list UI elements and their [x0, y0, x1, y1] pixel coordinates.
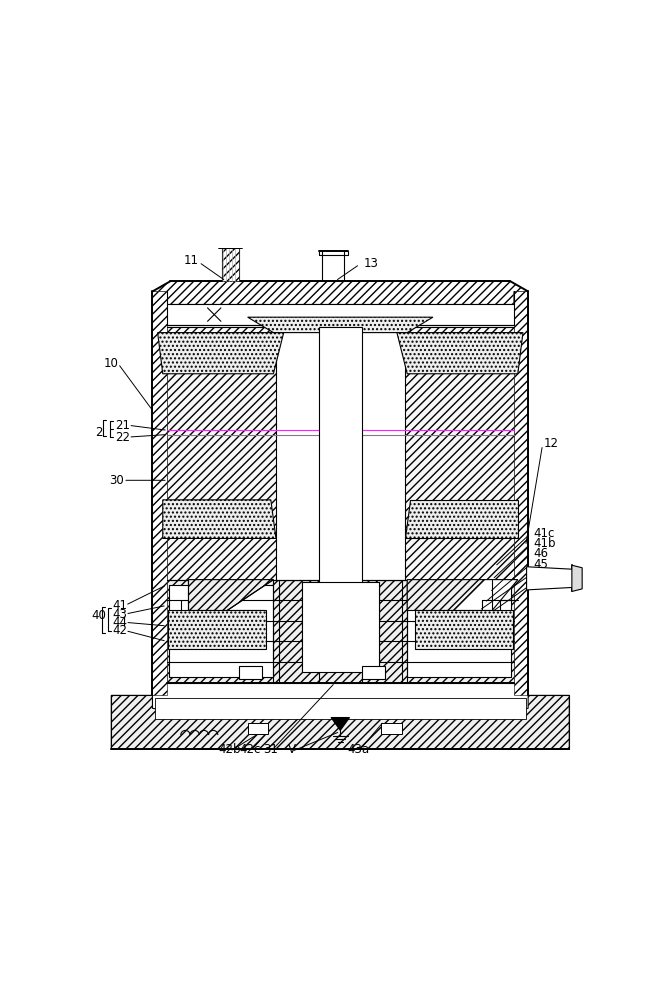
Polygon shape: [189, 580, 274, 610]
Polygon shape: [167, 580, 514, 683]
Polygon shape: [169, 585, 274, 677]
Bar: [381, 723, 402, 734]
Polygon shape: [407, 580, 485, 610]
Polygon shape: [407, 585, 511, 677]
Polygon shape: [331, 718, 349, 730]
Text: 21: 21: [116, 419, 130, 432]
Text: 43: 43: [113, 608, 127, 621]
Text: 43a: 43a: [347, 743, 369, 756]
Bar: [276, 327, 404, 580]
Text: 45: 45: [533, 558, 548, 571]
Bar: [167, 304, 514, 325]
Bar: [319, 327, 362, 629]
Polygon shape: [397, 333, 523, 374]
Polygon shape: [157, 333, 284, 374]
Text: V: V: [288, 743, 295, 756]
Text: 42c: 42c: [240, 743, 261, 756]
Text: 41: 41: [113, 599, 128, 612]
Text: 13: 13: [363, 257, 378, 270]
Polygon shape: [454, 580, 518, 610]
Text: 41c: 41c: [533, 527, 554, 540]
Text: 11: 11: [183, 254, 199, 267]
Text: 46: 46: [533, 547, 548, 560]
Text: 40: 40: [91, 609, 106, 622]
Polygon shape: [112, 695, 569, 749]
Bar: [301, 582, 379, 672]
Text: 30: 30: [109, 474, 124, 487]
Text: 41b: 41b: [533, 537, 556, 550]
Polygon shape: [248, 317, 433, 333]
Text: 44: 44: [113, 616, 128, 629]
Polygon shape: [514, 291, 528, 695]
Text: 22: 22: [116, 431, 130, 444]
Text: 2: 2: [95, 426, 102, 439]
Polygon shape: [168, 610, 266, 649]
Text: 12: 12: [544, 437, 558, 450]
Text: 42: 42: [113, 624, 128, 637]
Polygon shape: [155, 698, 526, 719]
Text: 10: 10: [104, 357, 118, 370]
Polygon shape: [153, 281, 528, 304]
Polygon shape: [153, 291, 167, 695]
Polygon shape: [415, 610, 513, 649]
Text: 31: 31: [264, 743, 278, 756]
Bar: [363, 666, 385, 679]
Polygon shape: [167, 327, 514, 580]
Polygon shape: [572, 565, 582, 591]
Text: 41a: 41a: [533, 578, 556, 591]
Bar: [239, 666, 262, 679]
Text: 41d: 41d: [533, 568, 556, 581]
Polygon shape: [163, 500, 276, 538]
Text: 42b: 42b: [218, 743, 241, 756]
Polygon shape: [527, 567, 574, 590]
Bar: [248, 723, 268, 734]
Polygon shape: [222, 248, 239, 281]
Polygon shape: [404, 500, 518, 538]
